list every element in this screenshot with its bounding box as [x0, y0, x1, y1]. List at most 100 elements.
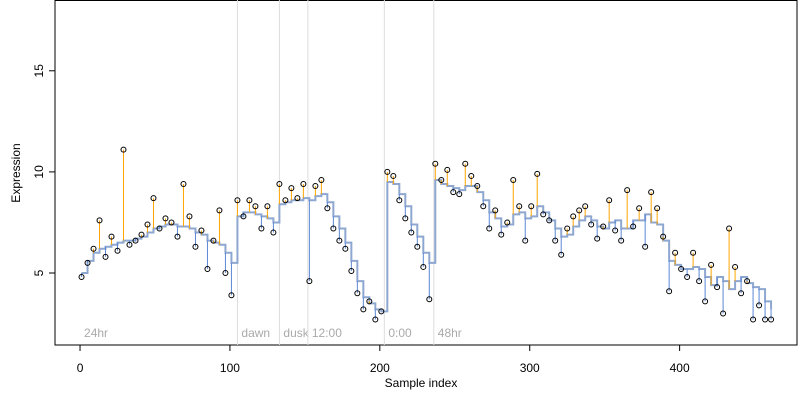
point: [162, 215, 169, 222]
point: [750, 316, 757, 323]
point: [450, 189, 457, 196]
point: [126, 241, 133, 248]
point: [624, 187, 631, 194]
point: [654, 205, 661, 212]
point: [546, 217, 553, 224]
point: [324, 205, 331, 212]
point: [702, 298, 709, 305]
point: [78, 274, 85, 281]
point: [102, 253, 109, 260]
point: [642, 243, 649, 250]
point: [576, 207, 583, 214]
point: [600, 223, 607, 230]
point: [672, 249, 679, 256]
point: [336, 237, 343, 244]
point: [492, 207, 499, 214]
x-axis-label: Sample index: [385, 376, 458, 390]
point: [144, 221, 151, 228]
point: [330, 225, 337, 232]
point: [378, 308, 385, 315]
point: [294, 195, 301, 202]
point: [414, 243, 421, 250]
point: [408, 229, 415, 236]
x-tick-label: 300: [520, 361, 540, 375]
plot-frame: [54, 0, 798, 346]
point: [372, 316, 379, 323]
point: [396, 197, 403, 204]
y-axis-label: Expression: [9, 143, 23, 202]
y-tick-label: 5: [32, 269, 46, 276]
point: [660, 233, 667, 240]
event-label: 12:00: [312, 326, 342, 340]
point: [156, 225, 163, 232]
point: [630, 223, 637, 230]
point: [666, 288, 673, 295]
point: [234, 197, 241, 204]
x-tick-label: 0: [77, 361, 84, 375]
point: [354, 290, 361, 297]
point: [426, 296, 433, 303]
point: [180, 181, 187, 188]
point: [288, 185, 295, 192]
point: [480, 203, 487, 210]
point: [768, 316, 775, 323]
event-label: 48hr: [438, 326, 462, 340]
point: [678, 265, 685, 272]
point: [174, 233, 181, 240]
point: [138, 231, 145, 238]
point: [168, 219, 175, 226]
point: [618, 237, 625, 244]
point: [528, 203, 535, 210]
point: [510, 176, 517, 183]
point: [582, 203, 589, 210]
point: [594, 235, 601, 242]
point: [696, 278, 703, 285]
point: [264, 203, 271, 210]
point: [714, 284, 721, 291]
event-label: 24hr: [84, 326, 108, 340]
point: [258, 225, 265, 232]
point: [312, 183, 319, 190]
point: [114, 247, 121, 254]
point: [132, 237, 139, 244]
point: [246, 197, 253, 204]
point: [120, 146, 127, 153]
point: [228, 292, 235, 299]
y-tick-label: 15: [32, 64, 46, 78]
point: [402, 215, 409, 222]
point: [462, 160, 469, 167]
point: [516, 203, 523, 210]
point: [84, 259, 91, 266]
point: [564, 225, 571, 232]
point: [456, 191, 463, 198]
point: [342, 245, 349, 252]
point: [384, 168, 391, 175]
point: [552, 237, 559, 244]
point: [108, 233, 115, 240]
point: [306, 278, 313, 285]
point: [432, 160, 439, 167]
x-tick-label: 100: [220, 361, 240, 375]
event-label: dawn: [241, 326, 270, 340]
point: [588, 221, 595, 228]
x-tick-label: 400: [670, 361, 690, 375]
point: [756, 302, 763, 309]
point: [522, 237, 529, 244]
point: [270, 229, 277, 236]
point: [96, 217, 103, 224]
point: [534, 170, 541, 177]
point: [192, 243, 199, 250]
point: [348, 267, 355, 274]
point: [690, 249, 697, 256]
point: [438, 176, 445, 183]
point: [282, 197, 289, 204]
point: [498, 231, 505, 238]
point: [300, 181, 307, 188]
point: [684, 274, 691, 281]
point: [90, 245, 97, 252]
point: [744, 278, 751, 285]
point: [204, 265, 211, 272]
fit-line: [81, 178, 773, 313]
point: [612, 227, 619, 234]
point: [468, 172, 475, 179]
